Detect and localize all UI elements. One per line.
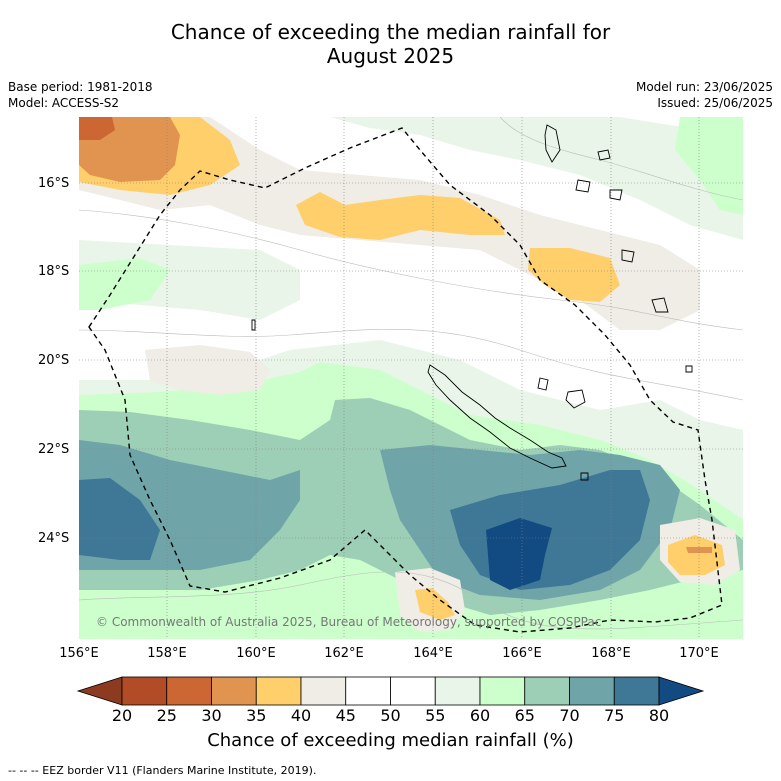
lat-label-22s: 22°S [38,442,70,457]
loyalty-island-2 [537,377,549,391]
colorbar-segment-55-60 [434,676,481,706]
colorbar-segment-25-30 [166,676,212,706]
shade-35-40-south [415,588,455,620]
lat-label-20s: 20°S [38,353,70,368]
chesterfield-islet [251,319,256,331]
shade-60-65-ne [675,117,743,215]
issued-text: Issued: 25/06/2025 [657,96,773,110]
colorbar-tick-20: 20 [111,706,133,725]
lon-label-164e: 164°E [413,646,453,661]
model-run-text: Model run: 23/06/2025 [635,80,773,94]
colorbar-title: Chance of exceeding median rainfall (%) [207,730,574,751]
base-period-text: Base period: 1981-2018 [8,80,153,94]
colorbar-tick-75: 75 [604,706,625,725]
copyright-text: © Commonwealth of Australia 2025, Bureau… [96,615,601,629]
shade-35-40-center [296,192,505,240]
colorbar-segment-65-70 [524,676,570,706]
small-island-1 [580,472,589,481]
colorbar-segment-70-75 [569,676,615,706]
colorbar-segment-60-65 [479,676,526,706]
new-caledonia-island [427,364,567,469]
lat-label-18s: 18°S [38,264,70,279]
loyalty-island-1 [565,389,586,409]
lat-label-16s: 16°S [38,176,70,191]
lon-label-158e: 158°E [147,646,187,661]
vanuatu-efate [575,179,591,193]
lon-label-170e: 170°E [679,646,719,661]
chart-title-line-2: August 2025 [326,44,455,68]
map-content [79,117,743,639]
vanuatu-espiritu-santo [544,124,561,163]
colorbar-tick-60: 60 [469,706,491,725]
colorbar-tick-65: 65 [514,706,535,725]
colorbar-tick-30: 30 [201,706,222,725]
model-text: Model: ACCESS-S2 [8,96,120,110]
lon-label-160e: 160°E [236,646,276,661]
colorbar-arrow-below-20 [76,676,123,706]
colorbar-segment-30-35 [211,676,257,706]
eez-legend-text: -- -- -- EEZ border V11 (Flanders Marine… [8,764,317,777]
colorbar-tick-45: 45 [335,706,356,725]
shade-40-45-mid [145,345,270,395]
vanuatu-tanna [621,249,635,263]
colorbar-segment-45-50 [345,676,391,706]
shade-gt80 [486,518,552,590]
colorbar-segment-75-80 [613,676,660,706]
shade-60-65-nw [79,258,170,310]
vanuatu-erromango [609,189,623,201]
shade-75-80-west [79,478,160,560]
colorbar-segment-20-25 [121,676,168,706]
colorbar-tick-40: 40 [290,706,312,725]
lon-label-166e: 166°E [502,646,542,661]
eez-border [88,127,723,633]
colorbar-tick-55: 55 [425,706,446,725]
colorbar-tick-35: 35 [246,706,267,725]
colorbar-tick-80: 80 [648,706,670,725]
small-island-2 [685,365,693,373]
colorbar-segment-50-55 [390,676,436,706]
shade-35-40-se [668,535,725,575]
colorbar [76,676,705,706]
colorbar-segment-40-45 [300,676,347,706]
vanuatu-malekula [597,149,611,161]
coastlines [251,124,693,481]
graticule [79,117,743,639]
shade-55-60-top [330,117,743,240]
colorbar-segment-35-40 [255,676,302,706]
chart-title-line-1: Chance of exceeding the median rainfall … [170,20,611,44]
lon-label-162e: 162°E [324,646,364,661]
lon-label-156e: 156°E [59,646,99,661]
shade-25-30 [79,117,115,140]
colorbar-tick-50: 50 [380,706,401,725]
colorbar-tick-70: 70 [559,706,580,725]
colorbar-tick-25: 25 [156,706,177,725]
lat-label-24s: 24°S [38,531,70,546]
colorbar-arrow-above-80 [658,676,705,706]
lon-label-168e: 168°E [591,646,631,661]
southern-island [651,297,669,313]
